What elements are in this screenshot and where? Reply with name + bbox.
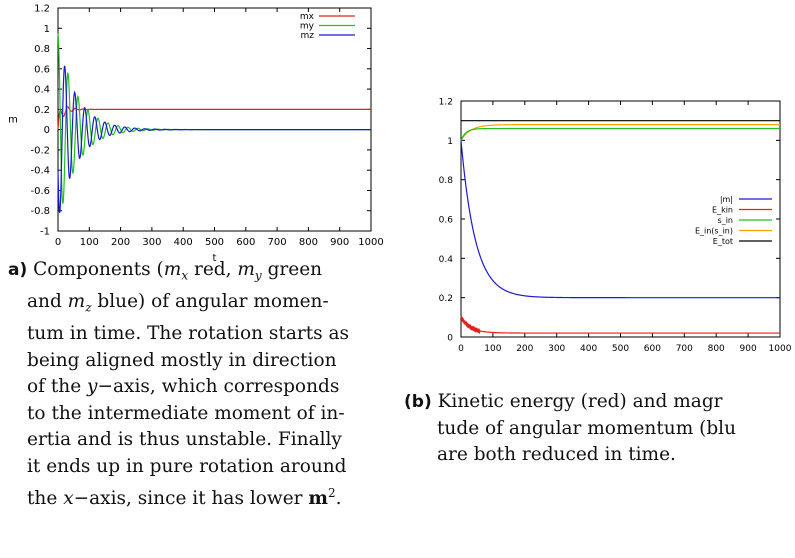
y-tick-label: 0.6 <box>34 64 50 75</box>
x-tick-label: 0 <box>55 237 61 248</box>
x-tick-label: 800 <box>708 344 725 354</box>
caption-line: are both reduced in time. <box>437 444 676 465</box>
x-tick-label: 600 <box>236 237 255 248</box>
y-tick-label: 0.4 <box>34 85 50 96</box>
x-tick-label: 100 <box>484 344 501 354</box>
y-tick-label: 0.2 <box>439 294 453 304</box>
x-tick-label: 200 <box>111 237 130 248</box>
caption-line: it ends up in pure rotation around <box>27 455 347 477</box>
plot-frame <box>57 7 372 232</box>
x-tick-label: 0 <box>458 344 464 354</box>
caption-line: tude of angular momentum (blu <box>437 417 737 439</box>
x-tick-label: 900 <box>740 344 757 354</box>
x-tick-label: 700 <box>676 344 693 354</box>
caption-line: and mz blue) of angular momen- <box>27 291 329 315</box>
legend-label: |m| <box>720 195 733 204</box>
x-axis-label: t <box>213 253 217 264</box>
caption-line: the x−axis, since it has lower m2. <box>27 486 342 510</box>
legend-label: mz <box>301 31 315 41</box>
x-tick-label: 600 <box>644 344 661 354</box>
series-line-s-in <box>460 127 780 141</box>
y-tick-label: 1 <box>447 137 453 147</box>
y-tick-label: 0 <box>44 125 50 136</box>
y-tick-label: -0.8 <box>30 206 50 217</box>
series-line-e-kin <box>460 315 780 335</box>
caption-tag: (b) <box>404 392 432 412</box>
series-line-mx <box>57 106 371 130</box>
y-tick-label: 0.6 <box>439 216 454 226</box>
y-tick-label: 1.2 <box>34 4 50 15</box>
series-line-mz <box>57 65 371 214</box>
y-tick-label: 0.8 <box>34 44 50 55</box>
chart-b: 0 100 200 300 400 500 600 700 800 900 1000 0 0.2 0.4 0… <box>439 98 792 355</box>
y-tick-label: -0.6 <box>30 186 50 197</box>
series-line--m- <box>460 140 780 299</box>
x-tick-label: 300 <box>142 237 161 248</box>
y-tick-label: 0 <box>447 334 453 344</box>
x-tick-label: 900 <box>330 237 349 248</box>
x-tick-label: 300 <box>548 344 565 354</box>
legend-label: E_kin <box>712 206 733 215</box>
y-tick-label: 0.8 <box>439 176 454 186</box>
caption-a: a) Components (mx red, my green and mz bl… <box>8 257 349 513</box>
x-tick-label: 100 <box>80 237 99 248</box>
x-tick-label: 800 <box>299 237 318 248</box>
caption-line: tum in time. The rotation starts as <box>27 323 350 345</box>
x-tick-label: 700 <box>268 237 287 248</box>
caption-line: ertia and is thus unstable. Finally <box>27 429 342 451</box>
caption-tag: a) <box>8 260 28 280</box>
series-line-my <box>57 33 371 204</box>
y-tick-label: 0.4 <box>439 255 454 265</box>
caption-line: being aligned mostly in direction <box>27 349 337 371</box>
caption-line: (b) Kinetic energy (red) and magr <box>404 391 723 412</box>
y-tick-label: 0.2 <box>34 105 50 116</box>
y-tick-label: 1 <box>44 24 50 35</box>
y-tick-label: -1 <box>40 227 50 238</box>
x-tick-label: 400 <box>580 344 597 354</box>
x-tick-label: 500 <box>205 237 224 248</box>
caption-line: a) Components (mx red, my green <box>8 259 323 283</box>
legend-label: s_in <box>718 216 733 225</box>
legend-label: my <box>300 22 315 32</box>
legend-label: E_in(s_in) <box>695 227 733 236</box>
chart-a: 0 100 200 300 400 500 600 700 800 900 1000 -1 -0.8 -0… <box>8 4 384 265</box>
y-axis-label: m <box>8 115 18 126</box>
x-tick-label: 1000 <box>358 237 383 248</box>
x-tick-label: 400 <box>174 237 193 248</box>
x-tick-label: 500 <box>612 344 629 354</box>
y-tick-label: 1.2 <box>439 98 453 108</box>
y-tick-label: -0.4 <box>30 166 50 177</box>
legend-label: E_tot <box>713 237 733 246</box>
caption-b: (b) Kinetic energy (red) and magr tude of… <box>404 389 736 469</box>
caption-line: of the y−axis, which corresponds <box>27 376 340 398</box>
y-tick-label: -0.2 <box>30 145 50 156</box>
series-line-e-in-s-in- <box>460 124 780 141</box>
x-tick-label: 200 <box>516 344 533 354</box>
x-tick-label: 1000 <box>769 344 792 354</box>
legend-label: mx <box>300 12 315 22</box>
caption-line: to the intermediate moment of in- <box>27 402 345 424</box>
